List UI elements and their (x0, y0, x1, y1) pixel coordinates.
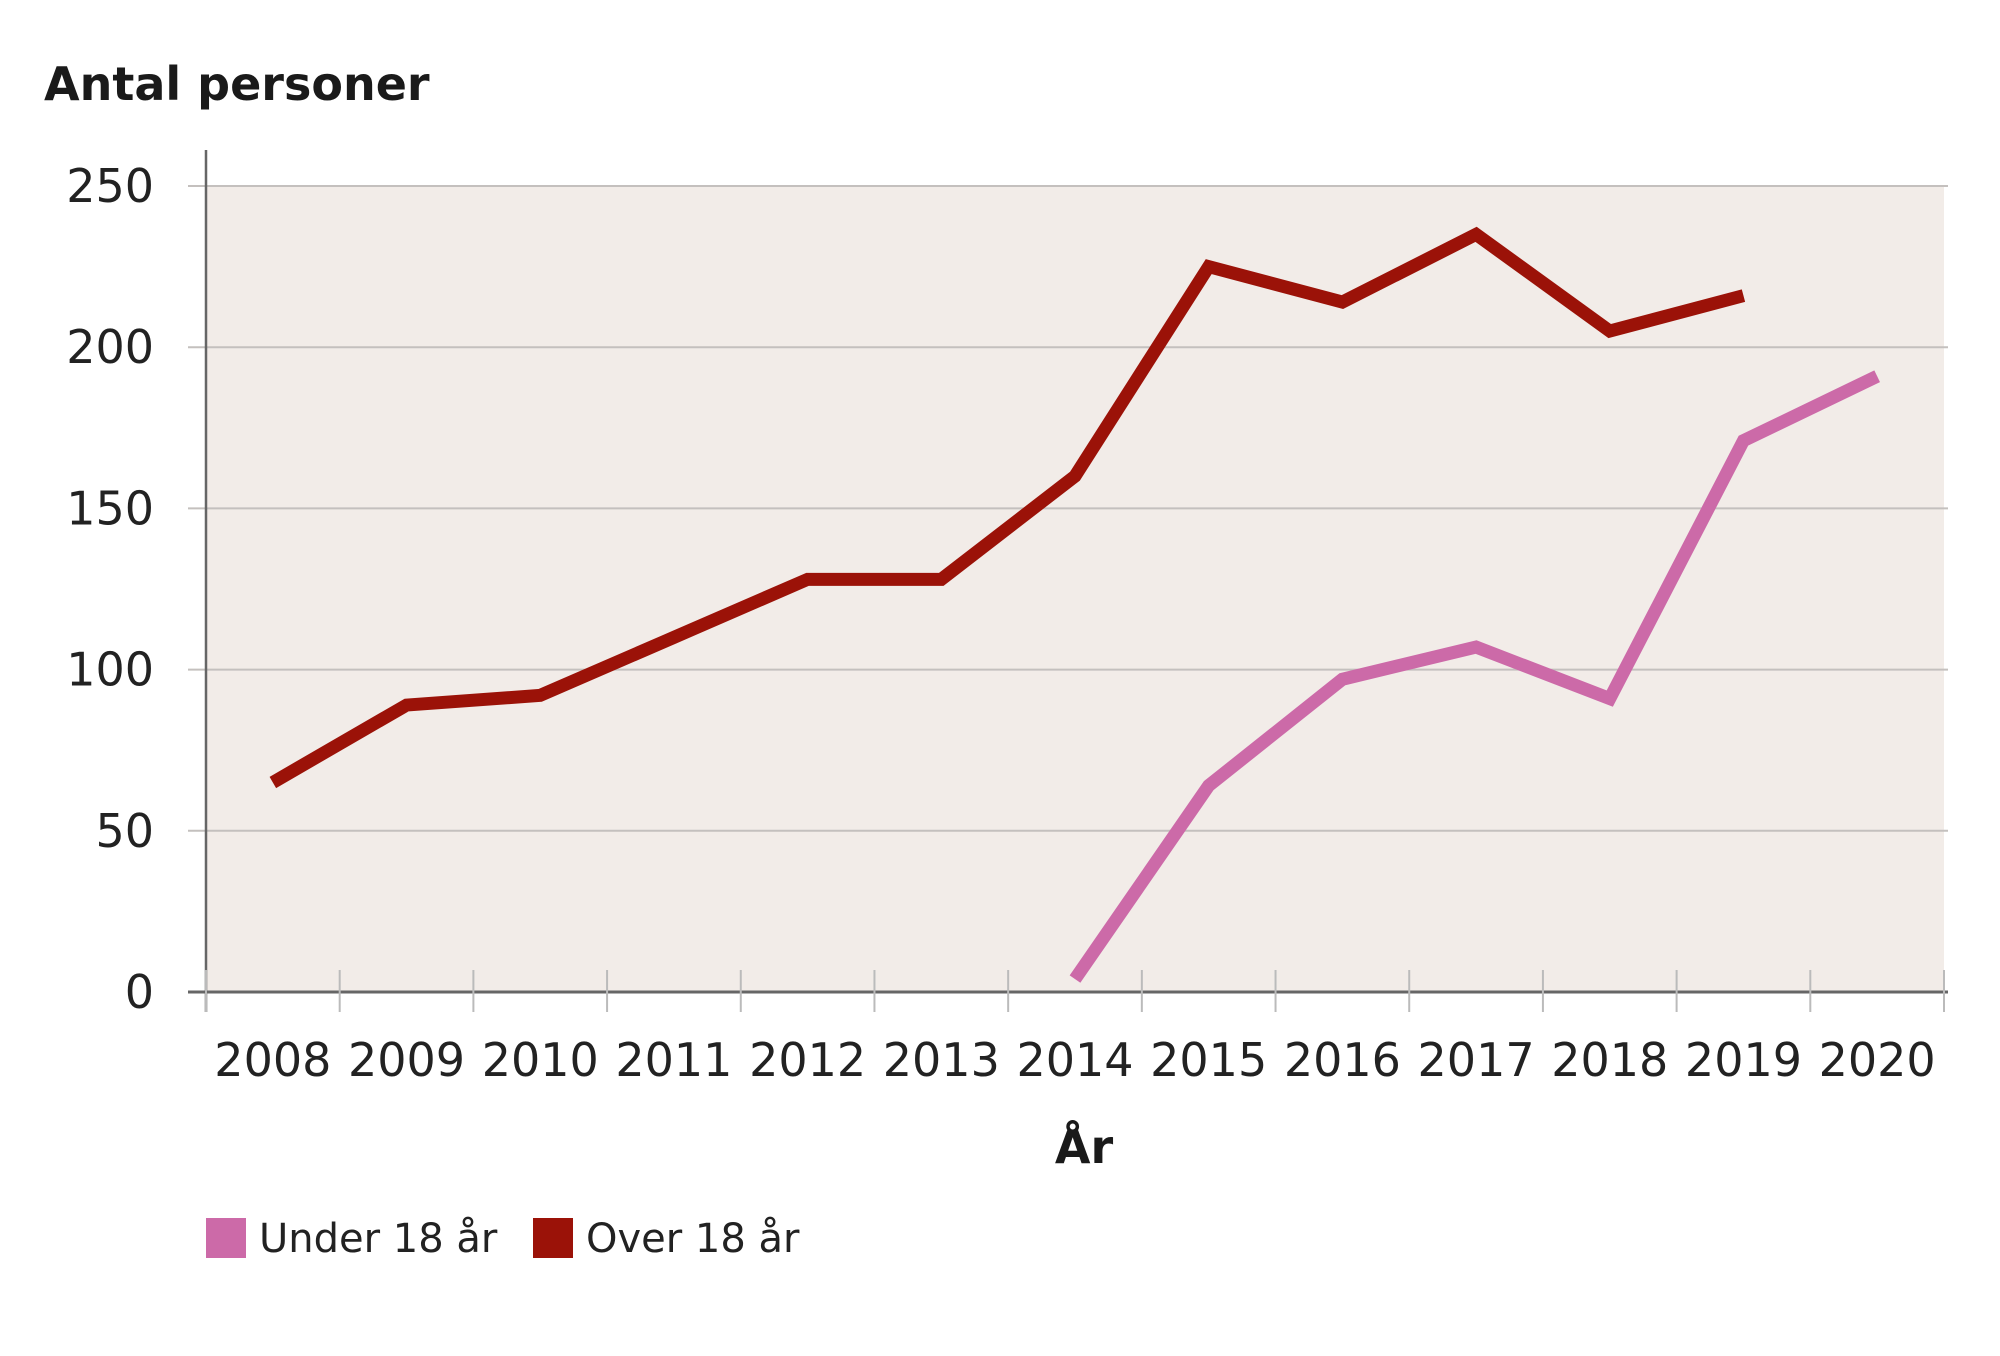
x-tick-label: 2008 (214, 1033, 331, 1087)
legend-swatch (533, 1218, 573, 1258)
x-axis-label: År (1055, 1120, 1114, 1174)
series-line-over-18 (269, 226, 1746, 789)
y-tick-label: 50 (95, 804, 154, 858)
x-tick-label: 2013 (883, 1033, 1000, 1087)
x-tick-label: 2012 (749, 1033, 866, 1087)
chart-title: Antal personer (44, 57, 430, 111)
x-tick-label: 2019 (1685, 1033, 1802, 1087)
x-tick-label: 2009 (348, 1033, 465, 1087)
legend-label: Over 18 år (586, 1216, 800, 1262)
y-tick-label: 100 (66, 643, 154, 697)
x-tick-label: 2018 (1551, 1033, 1668, 1087)
legend-label: Under 18 år (259, 1216, 498, 1262)
x-tick-label: 2014 (1016, 1033, 1133, 1087)
y-tick-label: 200 (66, 320, 154, 374)
y-tick-label: 150 (66, 481, 154, 535)
x-tick-label: 2010 (482, 1033, 599, 1087)
legend-swatch (206, 1218, 246, 1258)
x-tick-label: 2011 (615, 1033, 732, 1087)
y-tick-label: 250 (66, 159, 154, 213)
y-tick-label: 0 (125, 965, 154, 1019)
x-tick-label: 2017 (1418, 1033, 1535, 1087)
x-tick-label: 2020 (1819, 1033, 1936, 1087)
x-tick-label: 2016 (1284, 1033, 1401, 1087)
x-tick-label: 2015 (1150, 1033, 1267, 1087)
